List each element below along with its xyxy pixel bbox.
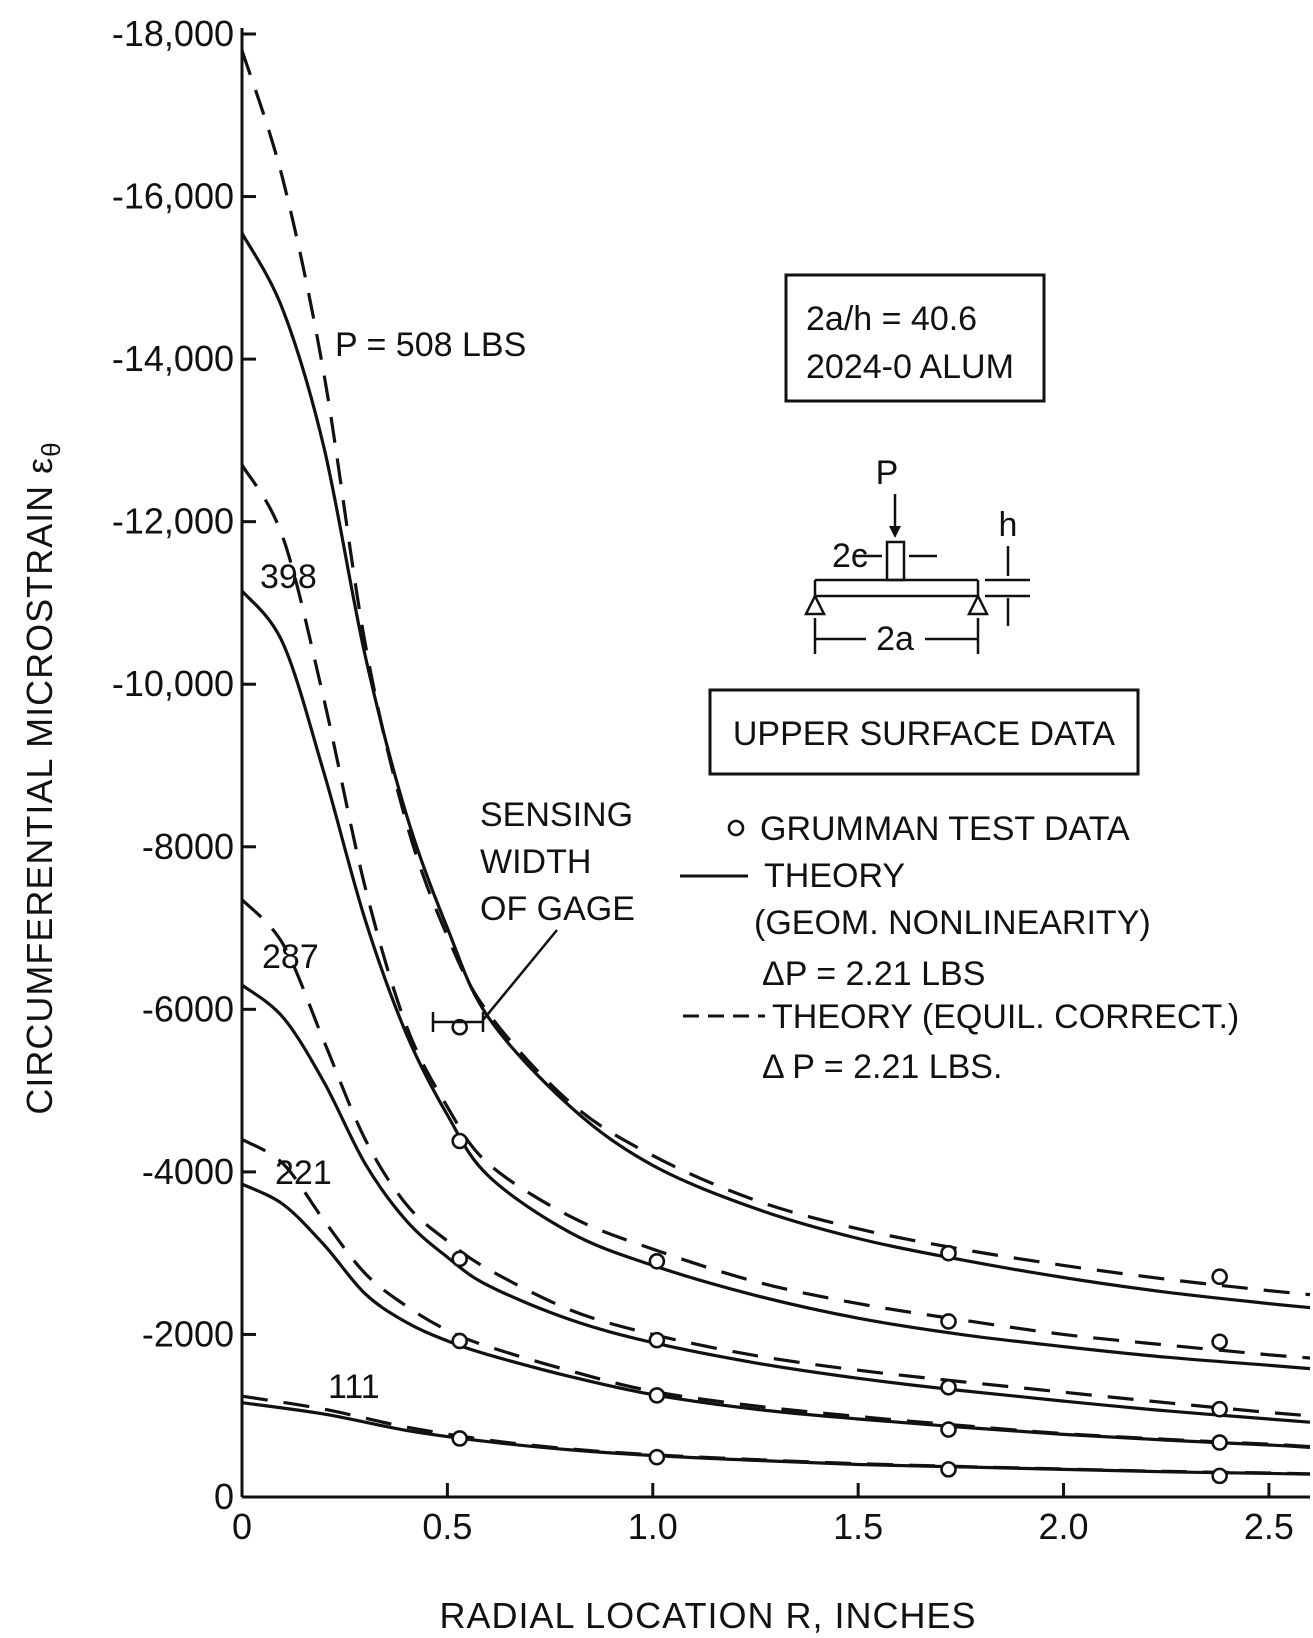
theory-curve-398 bbox=[240, 589, 1311, 1371]
legend: GRUMMAN TEST DATA THEORY (GEOM. NONLINEA… bbox=[680, 810, 1239, 1086]
equil-curve-221 bbox=[241, 1137, 1311, 1449]
curve-label-508: P = 508 LBS bbox=[335, 326, 526, 364]
test-point-111 bbox=[648, 1448, 666, 1466]
y-tick-label: -16,000 bbox=[112, 176, 234, 217]
legend-test-marker bbox=[727, 819, 745, 837]
y-tick-label: -6000 bbox=[142, 988, 234, 1029]
gage-label-line3: OF GAGE bbox=[480, 890, 635, 928]
test-point-508 bbox=[1211, 1268, 1228, 1286]
test-point-221 bbox=[451, 1332, 469, 1350]
gage-label-line1: SENSING bbox=[480, 796, 633, 834]
legend-theory-line3: ΔP = 2.21 LBS bbox=[762, 955, 985, 993]
theory-curve-508 bbox=[240, 232, 1311, 1310]
test-point-398 bbox=[451, 1132, 469, 1150]
y-tick-label: 0 bbox=[214, 1476, 234, 1517]
y-tick-label: -10,000 bbox=[112, 663, 234, 704]
y-tick-label: -4000 bbox=[142, 1151, 234, 1192]
x-tick-label: 0 bbox=[232, 1506, 252, 1547]
y-axis-title: CIRCUMFERENTIAL MICROSTRAIN εθ bbox=[19, 441, 66, 1114]
x-axis-title: RADIAL LOCATION R, INCHES bbox=[439, 1595, 976, 1636]
equil-curve-508 bbox=[240, 49, 1311, 1297]
y-tick-label: -18,000 bbox=[112, 13, 234, 54]
ticks bbox=[240, 32, 1271, 1499]
loading-diagram: P h 2c 2a bbox=[803, 454, 1030, 658]
diagram-span-label: 2a bbox=[876, 620, 914, 658]
test-point-221 bbox=[648, 1387, 666, 1404]
equil-curve-111 bbox=[241, 1394, 1311, 1476]
test-point-111 bbox=[1211, 1467, 1228, 1485]
y-tick-label: -14,000 bbox=[112, 338, 234, 379]
parameters-box: 2a/h = 40.6 2024-0 ALUM bbox=[784, 273, 1046, 403]
test-point-287 bbox=[940, 1378, 957, 1396]
test-point-221 bbox=[940, 1421, 957, 1438]
y-tick-label: -2000 bbox=[142, 1313, 234, 1354]
curve-label-111: 111 bbox=[328, 1368, 380, 1406]
surface-label-box: UPPER SURFACE DATA bbox=[708, 688, 1140, 776]
equil-curve-287 bbox=[240, 898, 1311, 1418]
legend-equil-line2: Δ P = 2.21 LBS. bbox=[762, 1048, 1002, 1086]
test-point-287 bbox=[451, 1250, 469, 1268]
diagram-load-label: P bbox=[876, 454, 899, 492]
x-tick-label: 1.0 bbox=[628, 1506, 678, 1547]
test-point-221 bbox=[1211, 1434, 1228, 1451]
param-material: 2024-0 ALUM bbox=[806, 348, 1014, 386]
test-point-398 bbox=[648, 1252, 666, 1270]
legend-theory-line1: THEORY bbox=[764, 857, 905, 895]
gage-width-annotation: SENSING WIDTH OF GAGE bbox=[431, 796, 635, 1032]
x-tick-label: 0.5 bbox=[422, 1506, 472, 1547]
test-point-398 bbox=[940, 1313, 957, 1330]
test-point-111 bbox=[940, 1461, 957, 1478]
x-tick-label: 2.0 bbox=[1039, 1506, 1089, 1547]
curve-label-287: 287 bbox=[262, 938, 319, 976]
x-tick-label: 2.5 bbox=[1244, 1506, 1294, 1547]
y-axis-title-text: CIRCUMFERENTIAL MICROSTRAIN ε bbox=[19, 457, 60, 1115]
diagram-thickness-label: h bbox=[999, 506, 1018, 544]
test-points bbox=[451, 1018, 1228, 1485]
curve-label-398: 398 bbox=[260, 558, 317, 596]
param-aspect-ratio: 2a/h = 40.6 bbox=[806, 300, 977, 338]
gage-leader bbox=[482, 929, 558, 1021]
x-tick-label: 1.5 bbox=[833, 1506, 883, 1547]
test-point-508 bbox=[940, 1244, 957, 1262]
equil-curve-398 bbox=[240, 463, 1311, 1360]
test-point-111 bbox=[451, 1430, 469, 1447]
tick-labels: 0 -2000 -4000 -6000 -8000 -10,000 -12,000 -14,0… bbox=[112, 13, 1294, 1547]
curve-label-221: 221 bbox=[275, 1154, 332, 1192]
test-point-398 bbox=[1211, 1333, 1228, 1351]
legend-equil-line1: THEORY (EQUIL. CORRECT.) bbox=[772, 998, 1239, 1036]
legend-theory-line2: (GEOM. NONLINEARITY) bbox=[754, 904, 1151, 942]
gage-label-line2: WIDTH bbox=[480, 843, 591, 881]
test-point-287 bbox=[1211, 1400, 1228, 1418]
test-point-508 bbox=[451, 1018, 469, 1036]
y-axis-title-subscript: θ bbox=[36, 441, 66, 456]
axes bbox=[240, 28, 1310, 1499]
y-tick-label: -8000 bbox=[142, 826, 234, 867]
test-point-287 bbox=[648, 1331, 666, 1349]
y-tick-label: -12,000 bbox=[112, 501, 234, 542]
legend-test-label: GRUMMAN TEST DATA bbox=[760, 810, 1130, 848]
surface-label: UPPER SURFACE DATA bbox=[733, 715, 1116, 753]
